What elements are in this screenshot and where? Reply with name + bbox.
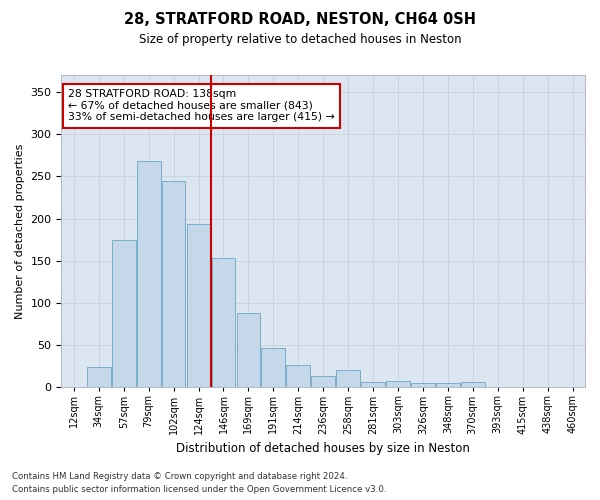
Bar	[262, 348, 285, 388]
Bar	[162, 182, 185, 388]
Bar	[461, 382, 485, 388]
Bar	[236, 313, 260, 388]
Y-axis label: Number of detached properties: Number of detached properties	[15, 144, 25, 319]
Bar	[311, 376, 335, 388]
Bar	[187, 224, 211, 388]
Bar	[436, 383, 460, 388]
Text: Contains HM Land Registry data © Crown copyright and database right 2024.: Contains HM Land Registry data © Crown c…	[12, 472, 347, 481]
Text: Contains public sector information licensed under the Open Government Licence v3: Contains public sector information licen…	[12, 485, 386, 494]
Text: Size of property relative to detached houses in Neston: Size of property relative to detached ho…	[139, 32, 461, 46]
Bar	[336, 370, 360, 388]
Bar	[62, 386, 86, 388]
Text: 28, STRATFORD ROAD, NESTON, CH64 0SH: 28, STRATFORD ROAD, NESTON, CH64 0SH	[124, 12, 476, 28]
Text: 28 STRATFORD ROAD: 138sqm
← 67% of detached houses are smaller (843)
33% of semi: 28 STRATFORD ROAD: 138sqm ← 67% of detac…	[68, 89, 335, 122]
Bar	[112, 240, 136, 388]
Bar	[212, 258, 235, 388]
Bar	[87, 367, 110, 388]
Bar	[486, 386, 509, 388]
Bar	[137, 161, 161, 388]
Bar	[286, 366, 310, 388]
Bar	[411, 383, 435, 388]
Bar	[386, 380, 410, 388]
X-axis label: Distribution of detached houses by size in Neston: Distribution of detached houses by size …	[176, 442, 470, 455]
Bar	[361, 382, 385, 388]
